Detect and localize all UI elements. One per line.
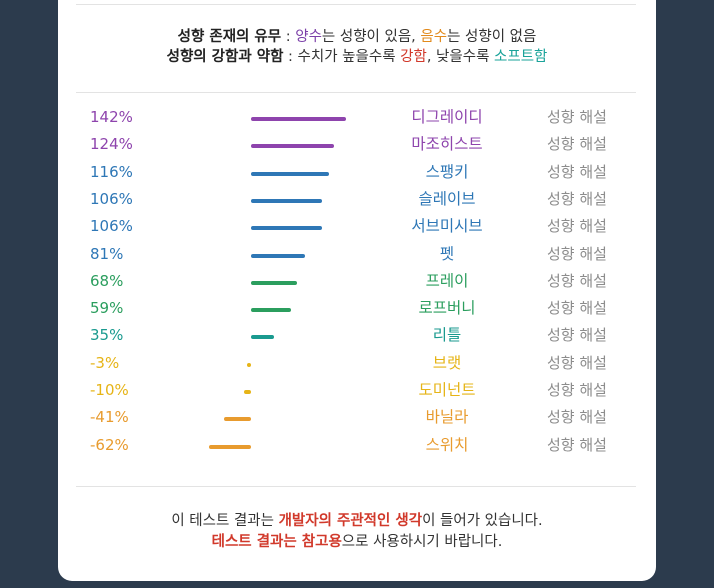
legend-negative-word: 음수 (420, 29, 448, 45)
trait-row: 116% 스팽키 성향 해설 (0, 163, 714, 190)
legend-strength-sep: : 수치가 높을수록 (283, 49, 401, 65)
legend-strength: 성향의 강함과 약함 : 수치가 높을수록 강함, 낮을수록 소프트함 (58, 45, 656, 66)
list-bottom-divider (76, 486, 636, 487)
footer-text-d: 으로 사용하시기 바랍니다. (341, 534, 503, 550)
footer-highlight-reference: 테스트 결과는 참고용 (211, 534, 342, 550)
trait-bar (247, 362, 251, 367)
trait-bar (251, 308, 291, 313)
trait-bar (251, 253, 306, 258)
result-card (58, 0, 656, 581)
trait-bar (223, 417, 251, 422)
trait-detail-link[interactable]: 성향 해설 (547, 408, 607, 427)
trait-percent: 59% (90, 299, 124, 318)
trait-row: 106% 슬레이브 성향 해설 (0, 190, 714, 217)
trait-detail-link[interactable]: 성향 해설 (547, 135, 607, 154)
trait-row: 68% 프레이 성향 해설 (0, 272, 714, 299)
footer-text-a: 이 테스트 결과는 (171, 513, 279, 529)
trait-name: 프레이 (425, 271, 469, 290)
trait-percent: 106% (90, 217, 133, 236)
trait-row: -3% 브랫 성향 해설 (0, 354, 714, 381)
legend-presence: 성향 존재의 유무 : 양수는 성향이 있음, 음수는 성향이 없음 (58, 25, 656, 46)
trait-percent: 68% (90, 271, 124, 290)
trait-bar (251, 198, 323, 203)
footer-highlight-subjective: 개발자의 주관적인 생각 (278, 513, 423, 529)
trait-name: 로프버니 (418, 299, 476, 318)
trait-name: 마조히스트 (411, 135, 483, 154)
trait-detail-link[interactable]: 성향 해설 (547, 381, 607, 399)
trait-name: 펫 (439, 244, 455, 263)
trait-detail-link[interactable]: 성향 해설 (547, 326, 607, 345)
legend-positive-word: 양수 (295, 29, 322, 45)
trait-bar (209, 444, 251, 449)
trait-bar (244, 390, 251, 394)
trait-detail-link[interactable]: 성향 해설 (547, 108, 607, 126)
trait-name: 리틀 (432, 326, 462, 345)
top-divider (76, 4, 636, 5)
legend-strength-mid: , 낮을수록 (426, 49, 495, 65)
trait-percent: 106% (90, 189, 133, 208)
trait-row: -10% 도미넌트 성향 해설 (0, 381, 714, 408)
trait-row: 35% 리틀 성향 해설 (0, 326, 714, 353)
legend-presence-head: 성향 존재의 유무 (177, 29, 282, 45)
trait-detail-link[interactable]: 성향 해설 (547, 353, 607, 372)
trait-name: 바닐라 (425, 408, 469, 427)
trait-bar (251, 117, 347, 121)
legend-strong-word: 강함 (400, 49, 427, 65)
trait-row: 59% 로프버니 성향 해설 (0, 299, 714, 326)
footer-text-c: 이 들어가 있습니다. (422, 513, 543, 529)
trait-detail-link[interactable]: 성향 해설 (547, 435, 607, 454)
legend-positive-text: 는 성향이 있음, (321, 29, 421, 45)
trait-percent: 81% (90, 244, 124, 263)
trait-name: 서브미시브 (411, 217, 483, 236)
trait-bar (251, 280, 297, 285)
trait-bar (251, 144, 335, 149)
trait-percent: -62% (90, 435, 129, 454)
trait-detail-link[interactable]: 성향 해설 (547, 217, 607, 236)
list-top-divider (76, 92, 636, 93)
trait-row: 124% 마조히스트 성향 해설 (0, 135, 714, 162)
trait-percent: 116% (90, 162, 133, 181)
trait-bar (251, 226, 323, 231)
trait-detail-link[interactable]: 성향 해설 (547, 162, 607, 181)
legend-negative-text: 는 성향이 없음 (447, 29, 537, 45)
footer-disclaimer: 이 테스트 결과는 개발자의 주관적인 생각이 들어가 있습니다. (58, 509, 656, 530)
trait-detail-link[interactable]: 성향 해설 (547, 189, 607, 208)
trait-bar (251, 335, 275, 340)
trait-row: 142% 디그레이디 성향 해설 (0, 108, 714, 135)
trait-percent: -3% (90, 353, 120, 372)
trait-percent: -10% (90, 381, 129, 399)
footer-reference-note: 테스트 결과는 참고용으로 사용하시기 바랍니다. (58, 530, 656, 551)
legend-strength-head: 성향의 강함과 약함 (166, 49, 284, 65)
trait-name: 디그레이디 (411, 108, 483, 126)
trait-percent: 142% (90, 108, 133, 126)
trait-name: 스팽키 (425, 162, 469, 181)
trait-name: 브랫 (432, 353, 462, 372)
trait-name: 도미넌트 (418, 381, 476, 399)
trait-row: 81% 펫 성향 해설 (0, 245, 714, 272)
legend-soft-word: 소프트함 (494, 49, 548, 65)
trait-percent: 35% (90, 326, 124, 345)
trait-row: -62% 스위치 성향 해설 (0, 436, 714, 463)
trait-row: 106% 서브미시브 성향 해설 (0, 217, 714, 244)
trait-bar (251, 171, 329, 176)
trait-name: 슬레이브 (418, 189, 476, 208)
trait-detail-link[interactable]: 성향 해설 (547, 271, 607, 290)
trait-name: 스위치 (425, 435, 469, 454)
legend-presence-sep: : (281, 29, 296, 45)
trait-detail-link[interactable]: 성향 해설 (547, 299, 607, 318)
trait-percent: 124% (90, 135, 133, 154)
trait-row: -41% 바닐라 성향 해설 (0, 408, 714, 435)
trait-percent: -41% (90, 408, 129, 427)
trait-detail-link[interactable]: 성향 해설 (547, 244, 607, 263)
